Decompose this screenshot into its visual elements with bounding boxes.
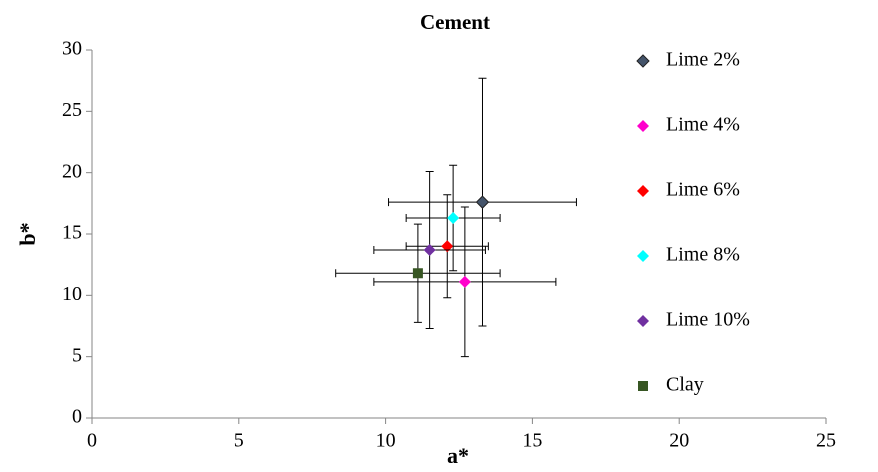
point [441, 240, 454, 253]
x-axis-label: a* [447, 443, 469, 468]
legend-label: Lime 10% [666, 309, 750, 331]
y-tick-label: 30 [62, 38, 82, 60]
x-tick-label: 10 [376, 430, 396, 452]
legend-marker [637, 185, 649, 197]
point [447, 212, 460, 225]
legend-label: Lime 6% [666, 179, 740, 201]
legend-marker [636, 54, 650, 68]
y-tick-label: 10 [62, 283, 82, 305]
y-axis-label: b* [15, 222, 40, 245]
x-tick-label: 5 [234, 430, 244, 452]
point [423, 243, 436, 256]
legend-label: Lime 8% [666, 244, 740, 266]
y-tick-label: 0 [72, 406, 82, 428]
x-tick-label: 25 [816, 430, 836, 452]
legend-label: Lime 2% [666, 49, 740, 71]
point [458, 275, 471, 288]
x-tick-label: 0 [87, 430, 97, 452]
y-tick-label: 20 [62, 160, 82, 182]
legend-label: Lime 4% [666, 114, 740, 136]
legend-marker [637, 315, 649, 327]
legend-marker [637, 120, 649, 132]
legend-marker [637, 250, 649, 262]
legend-marker [638, 381, 648, 391]
point [475, 195, 490, 209]
y-tick-label: 5 [72, 344, 82, 366]
y-tick-label: 15 [62, 222, 82, 244]
y-tick-label: 25 [62, 99, 82, 121]
point [412, 268, 423, 279]
x-tick-label: 15 [522, 430, 542, 452]
chart-title: Cement [420, 10, 490, 34]
x-tick-label: 20 [669, 430, 689, 452]
legend-label: Clay [666, 374, 704, 396]
